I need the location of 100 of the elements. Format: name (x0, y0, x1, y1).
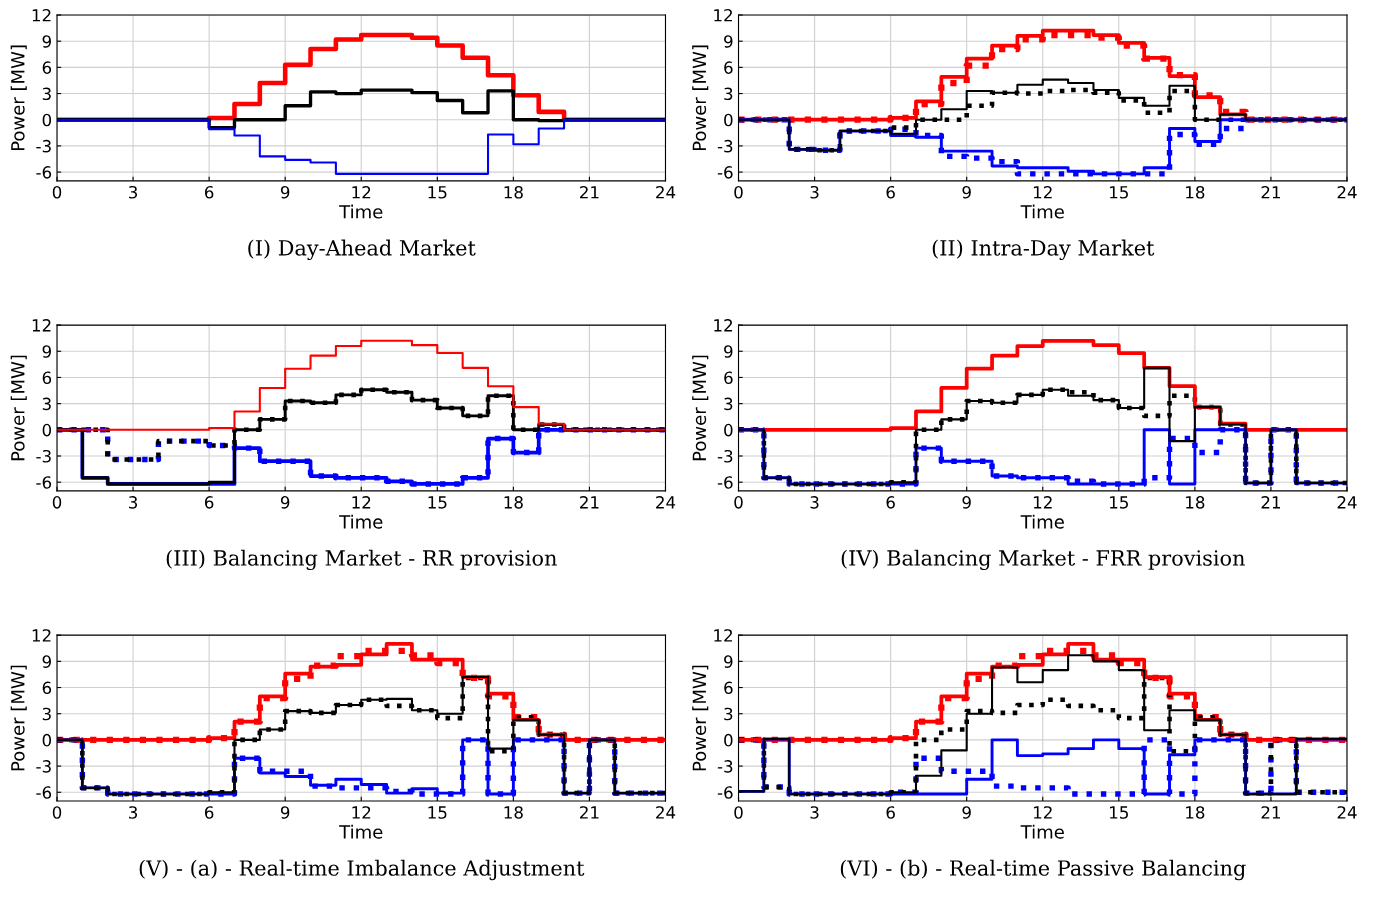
y-tick-label: 0 (724, 113, 733, 127)
y-tick-label: 3 (42, 707, 51, 721)
x-tick-label: 24 (656, 185, 676, 199)
y-axis-title: Power [MW] (10, 45, 27, 151)
x-tick-label: 6 (204, 185, 214, 199)
text: (III) Balancing Market - RR provision (166, 549, 557, 571)
x-tick-label: 0 (734, 496, 743, 509)
x-tick-label: 18 (1186, 806, 1205, 819)
y-tick-label: 9 (42, 655, 51, 668)
x-tick-label: 9 (962, 185, 971, 199)
y-tick-label: 3 (42, 397, 51, 411)
x-tick-label: 9 (962, 806, 971, 819)
text: (V) - (a) - Real-time Imbalance Adjustment (139, 859, 585, 881)
y-tick-label: 12 (714, 629, 732, 642)
y-tick-label: 3 (42, 87, 51, 101)
x-tick-label: 18 (1186, 496, 1205, 509)
x-tick-label: 6 (204, 496, 214, 509)
x-tick-label: 24 (1337, 185, 1357, 199)
y-tick-label: 12 (32, 8, 51, 22)
x-tick-label: 3 (129, 496, 138, 509)
x-tick-label: 21 (580, 185, 599, 199)
x-tick-label: 18 (1186, 185, 1205, 199)
y-axis-title: Power [MW] (692, 45, 709, 151)
x-tick-label: 6 (886, 806, 895, 819)
y-tick-label: 9 (724, 35, 733, 48)
x-tick-label: 15 (1110, 806, 1128, 819)
y-tick-label: -3 (36, 760, 51, 773)
y-tick-label: 0 (42, 423, 52, 437)
y-tick-label: 9 (42, 35, 51, 48)
y-tick-label: 3 (724, 707, 733, 721)
x-tick-label: 24 (1337, 806, 1357, 819)
y-tick-label: 0 (724, 733, 733, 747)
y-axis-title: Power [MW] (692, 665, 709, 771)
y-tick-label: 3 (724, 87, 733, 101)
y-tick-label: 6 (42, 681, 52, 695)
y-tick-label: 0 (724, 423, 733, 437)
y-tick-label: -6 (717, 786, 733, 799)
y-axis-title: Power [MW] (10, 355, 27, 461)
x-tick-label: 18 (504, 496, 523, 509)
y-tick-label: 6 (724, 371, 733, 385)
x-tick-label: 3 (810, 496, 819, 509)
y-tick-label: -3 (717, 760, 733, 773)
y-tick-label: 9 (42, 345, 51, 358)
x-tick-label: 24 (1337, 496, 1357, 509)
y-tick-label: -3 (36, 449, 51, 463)
y-tick-label: 6 (42, 61, 52, 74)
x-tick-label: 6 (204, 806, 214, 819)
x-tick-label: 12 (1033, 806, 1052, 819)
x-tick-label: 9 (280, 185, 290, 199)
y-tick-label: 6 (724, 681, 733, 695)
y-axis-title: Power [MW] (692, 355, 709, 461)
y-tick-label: -3 (36, 139, 51, 153)
x-tick-label: 12 (352, 185, 371, 199)
text: (II) Intra-Day Market (932, 239, 1155, 261)
x-tick-label: 0 (52, 806, 62, 819)
y-tick-label: -6 (717, 476, 733, 489)
x-tick-label: 21 (1261, 496, 1280, 509)
x-tick-label: 0 (734, 806, 743, 819)
y-tick-label: 3 (724, 397, 733, 411)
x-tick-label: 3 (129, 806, 138, 819)
text: (VI) - (b) - Real-time Passive Balancing (840, 859, 1246, 881)
y-axis-title: Power [MW] (10, 665, 27, 771)
x-tick-label: 21 (580, 496, 599, 509)
x-tick-label: 15 (428, 496, 447, 509)
x-tick-label: 3 (129, 185, 138, 199)
x-axis-title: Time (1020, 824, 1064, 839)
x-tick-label: 9 (962, 496, 971, 509)
x-tick-label: 3 (810, 185, 819, 199)
x-axis-title: Time (339, 514, 383, 529)
y-tick-label: -3 (717, 449, 733, 463)
x-axis-title: Time (1020, 204, 1064, 219)
y-tick-label: 12 (32, 319, 51, 332)
x-tick-label: 18 (504, 806, 523, 819)
x-tick-label: 6 (886, 185, 895, 199)
text: (I) Day-Ahead Market (248, 239, 476, 261)
x-tick-label: 21 (1261, 806, 1280, 819)
x-tick-label: 3 (810, 806, 819, 819)
x-tick-label: 9 (280, 496, 290, 509)
x-tick-label: 21 (1261, 185, 1280, 199)
y-tick-label: 9 (724, 345, 733, 358)
y-tick-label: 0 (42, 113, 52, 127)
x-tick-label: 15 (428, 806, 447, 819)
x-tick-label: 24 (656, 806, 676, 819)
y-tick-label: -6 (717, 166, 733, 179)
x-tick-label: 0 (52, 496, 62, 509)
y-tick-label: -6 (36, 476, 52, 489)
y-tick-label: 12 (714, 319, 732, 332)
x-axis-title: Time (339, 204, 383, 219)
y-tick-label: 0 (42, 733, 52, 747)
y-tick-label: 12 (714, 8, 732, 22)
y-tick-label: -6 (36, 786, 52, 799)
x-tick-label: 15 (428, 186, 447, 199)
x-tick-label: 9 (280, 806, 290, 819)
y-tick-label: -6 (36, 166, 52, 179)
x-tick-label: 6 (886, 496, 895, 509)
y-tick-label: 12 (32, 629, 51, 642)
x-tick-label: 15 (1110, 496, 1128, 509)
x-tick-label: 24 (656, 496, 676, 509)
x-tick-label: 15 (1110, 186, 1128, 199)
x-tick-label: 12 (352, 496, 371, 509)
